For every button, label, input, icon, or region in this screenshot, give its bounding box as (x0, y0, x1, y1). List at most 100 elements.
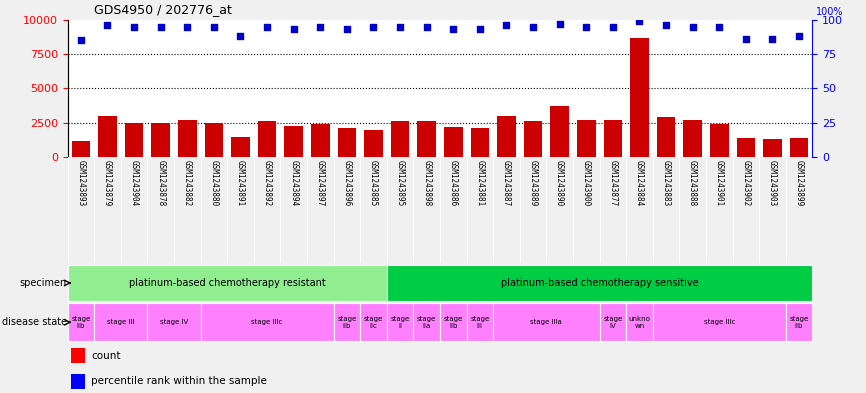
Bar (497, 116, 516, 157)
Bar (98, 116, 117, 157)
Bar (204, 123, 223, 157)
Text: GDS4950 / 202776_at: GDS4950 / 202776_at (94, 3, 231, 16)
Point (313, 23, 327, 29)
Text: GSM1243890: GSM1243890 (555, 160, 564, 207)
Point (632, 18, 646, 24)
FancyBboxPatch shape (626, 303, 653, 341)
Text: GSM1243884: GSM1243884 (635, 160, 644, 207)
Text: stage IIIa: stage IIIa (531, 319, 562, 325)
Text: count: count (92, 351, 121, 361)
Bar (550, 106, 569, 157)
Text: stage
IIb: stage IIb (71, 316, 90, 329)
Point (766, 36, 779, 42)
Text: GSM1243893: GSM1243893 (76, 160, 86, 207)
Text: GSM1243877: GSM1243877 (608, 160, 617, 207)
Text: GSM1243887: GSM1243887 (502, 160, 511, 207)
Point (659, 22, 673, 28)
FancyBboxPatch shape (387, 265, 812, 301)
Bar (470, 128, 489, 157)
Text: disease state: disease state (2, 317, 67, 327)
Text: stage
IIb: stage IIb (790, 316, 809, 329)
Bar (284, 125, 303, 157)
FancyBboxPatch shape (147, 303, 201, 341)
Bar (763, 139, 782, 157)
Text: GSM1243892: GSM1243892 (262, 160, 272, 207)
Text: stage
IIb: stage IIb (337, 316, 357, 329)
Text: GSM1243897: GSM1243897 (316, 160, 325, 207)
Text: GSM1243879: GSM1243879 (103, 160, 112, 207)
Bar (417, 121, 436, 157)
Point (420, 23, 434, 29)
Bar (152, 123, 170, 157)
Point (553, 20, 566, 27)
Bar (71, 374, 85, 389)
Bar (577, 120, 596, 157)
Text: GSM1243903: GSM1243903 (768, 160, 777, 207)
Point (579, 23, 593, 29)
FancyBboxPatch shape (201, 303, 333, 341)
Bar (391, 121, 410, 157)
Point (207, 23, 221, 29)
FancyBboxPatch shape (467, 303, 493, 341)
Point (153, 23, 167, 29)
Text: stage
IIa: stage IIa (417, 316, 436, 329)
Point (739, 36, 753, 42)
FancyBboxPatch shape (387, 303, 413, 341)
Text: 100%: 100% (816, 7, 843, 17)
Text: GSM1243902: GSM1243902 (741, 160, 750, 207)
Point (446, 26, 460, 32)
Text: GSM1243881: GSM1243881 (475, 160, 484, 207)
Bar (125, 123, 144, 157)
Point (74, 37, 87, 43)
Bar (604, 120, 622, 157)
Text: GSM1243899: GSM1243899 (794, 160, 804, 207)
Bar (524, 121, 542, 157)
Text: GSM1243888: GSM1243888 (688, 160, 697, 207)
Text: specimen: specimen (20, 278, 67, 288)
FancyBboxPatch shape (493, 303, 599, 341)
Bar (656, 117, 675, 157)
Text: stage IIIc: stage IIIc (251, 319, 282, 325)
Point (792, 33, 806, 39)
Point (287, 26, 301, 32)
FancyBboxPatch shape (653, 303, 785, 341)
Bar (338, 128, 356, 157)
Bar (71, 348, 85, 364)
Text: GSM1243882: GSM1243882 (183, 160, 191, 207)
Point (500, 22, 514, 28)
Text: GSM1243886: GSM1243886 (449, 160, 458, 207)
Point (180, 23, 194, 29)
Text: GSM1243889: GSM1243889 (528, 160, 538, 207)
Text: GSM1243904: GSM1243904 (130, 160, 139, 207)
FancyBboxPatch shape (68, 303, 94, 341)
Bar (72, 141, 90, 157)
Text: stage
III: stage III (470, 316, 489, 329)
Bar (364, 130, 383, 157)
Text: stage IV: stage IV (160, 319, 188, 325)
Point (366, 23, 380, 29)
Bar (630, 37, 649, 157)
FancyBboxPatch shape (413, 303, 440, 341)
Text: unkno
wn: unkno wn (629, 316, 650, 329)
Point (712, 23, 726, 29)
Text: stage
II: stage II (391, 316, 410, 329)
Text: stage III: stage III (107, 319, 134, 325)
Bar (710, 124, 728, 157)
Text: stage
IIc: stage IIc (364, 316, 383, 329)
Bar (311, 124, 330, 157)
Bar (444, 127, 462, 157)
FancyBboxPatch shape (599, 303, 626, 341)
FancyBboxPatch shape (94, 303, 147, 341)
FancyBboxPatch shape (333, 303, 360, 341)
Point (127, 23, 141, 29)
Text: GSM1243898: GSM1243898 (422, 160, 431, 207)
FancyBboxPatch shape (360, 303, 387, 341)
Point (393, 23, 407, 29)
Bar (178, 120, 197, 157)
FancyBboxPatch shape (68, 265, 387, 301)
Text: stage
IIb: stage IIb (443, 316, 462, 329)
Point (606, 23, 620, 29)
FancyBboxPatch shape (785, 303, 812, 341)
Text: platinum-based chemotherapy sensitive: platinum-based chemotherapy sensitive (501, 278, 698, 288)
Point (526, 23, 540, 29)
